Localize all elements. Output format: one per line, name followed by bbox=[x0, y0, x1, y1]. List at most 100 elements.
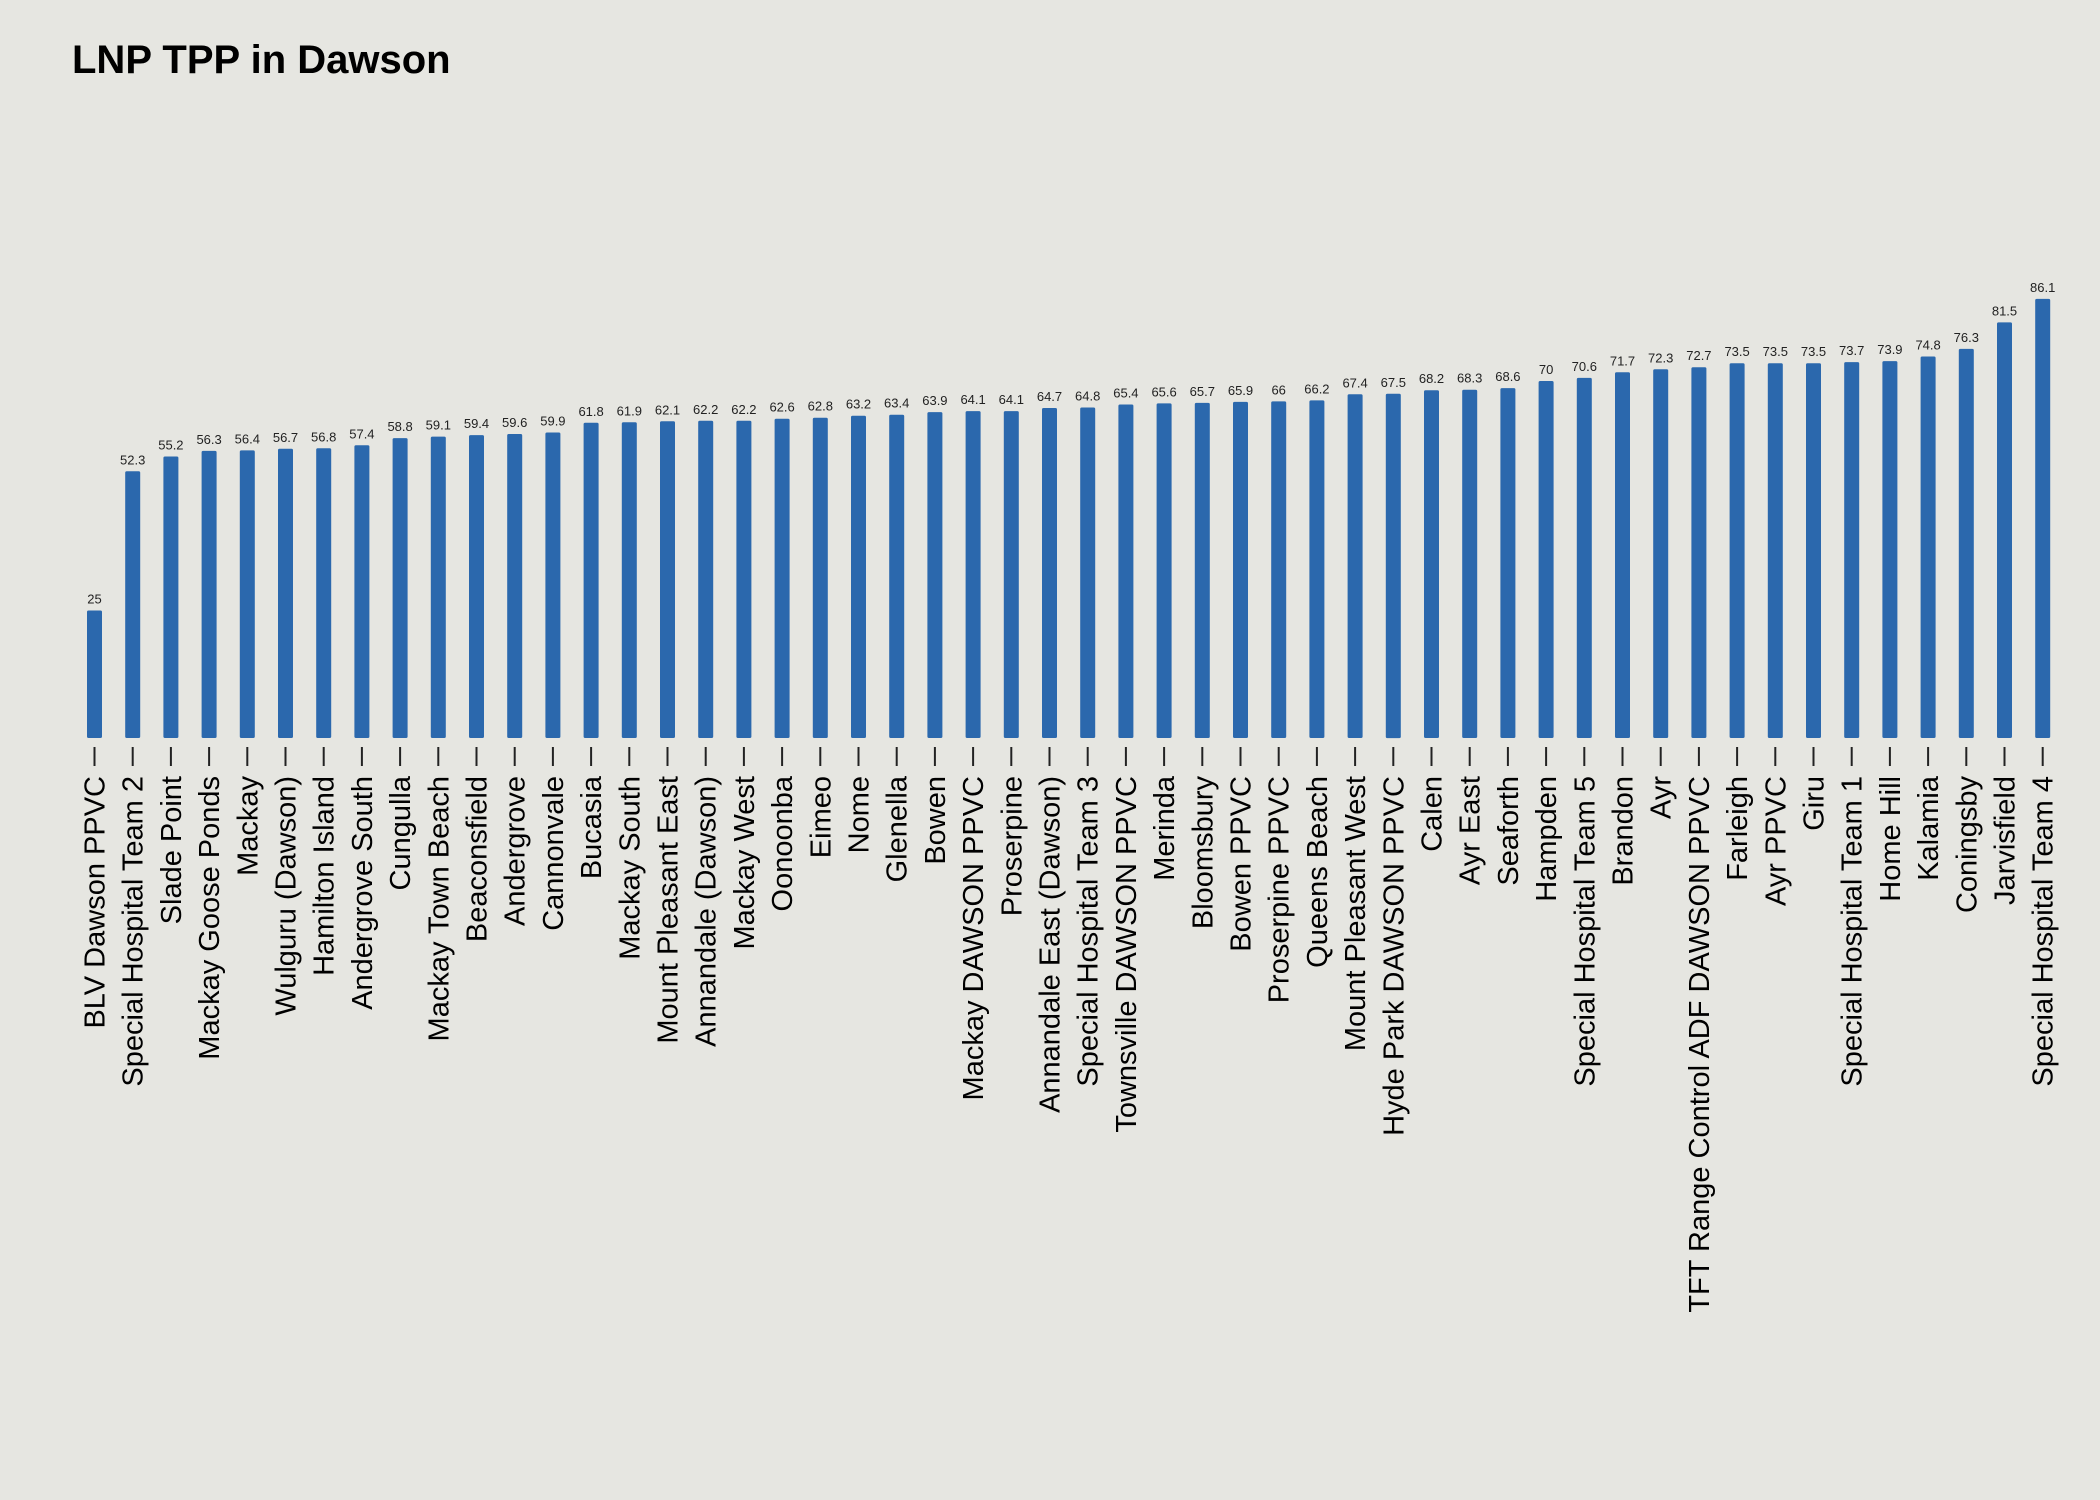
value-label: 64.7 bbox=[1037, 389, 1062, 404]
value-label: 68.3 bbox=[1457, 371, 1482, 386]
bar bbox=[1042, 408, 1057, 738]
value-label: 64.1 bbox=[960, 392, 985, 407]
value-label: 73.9 bbox=[1877, 342, 1902, 357]
value-label: 74.8 bbox=[1915, 338, 1940, 353]
value-label: 65.9 bbox=[1228, 383, 1253, 398]
value-label: 65.6 bbox=[1151, 384, 1176, 399]
tick-label: Special Hospital Team 5 bbox=[1569, 776, 1601, 1087]
tick-label: Mackay DAWSON PPVC bbox=[958, 776, 990, 1100]
bar bbox=[1844, 362, 1860, 738]
bar bbox=[163, 456, 179, 738]
tick-label: Ayr bbox=[1646, 776, 1678, 819]
value-label: 62.2 bbox=[693, 402, 718, 417]
bar bbox=[354, 445, 370, 738]
tick-label: Andergrove bbox=[500, 776, 532, 926]
bar bbox=[1385, 393, 1401, 739]
bar bbox=[1424, 390, 1439, 738]
tick-label: Proserpine bbox=[996, 776, 1028, 916]
value-label: 76.3 bbox=[1954, 330, 1979, 345]
value-label: 67.5 bbox=[1381, 375, 1406, 390]
bar bbox=[736, 420, 752, 738]
bar bbox=[660, 421, 675, 738]
value-label: 59.4 bbox=[464, 416, 489, 431]
value-label: 64.1 bbox=[999, 392, 1024, 407]
bar bbox=[1920, 356, 1936, 738]
value-label: 56.4 bbox=[235, 431, 260, 446]
bar bbox=[927, 412, 943, 738]
value-label: 70 bbox=[1539, 362, 1553, 377]
bar bbox=[430, 436, 446, 738]
tick-label: Seaforth bbox=[1493, 776, 1525, 886]
bar bbox=[1080, 407, 1096, 738]
value-label: 81.5 bbox=[1992, 303, 2017, 318]
bar bbox=[889, 414, 905, 738]
bar bbox=[316, 448, 332, 738]
value-label: 56.8 bbox=[311, 429, 336, 444]
tick-label: Annandale East (Dawson) bbox=[1035, 776, 1067, 1113]
value-label: 68.6 bbox=[1495, 369, 1520, 384]
value-label: 62.2 bbox=[731, 402, 756, 417]
tick-label: Nome bbox=[844, 776, 876, 853]
tick-label: Hyde Park DAWSON PPVC bbox=[1378, 776, 1410, 1136]
value-labels-layer: 25 52.3 55.2 56.3 56.4 56.7 56.8 57.4 58.8 59.1 59… bbox=[87, 280, 2055, 607]
chart-title: LNP TPP in Dawson bbox=[72, 38, 451, 82]
value-label: 56.3 bbox=[196, 432, 221, 447]
tick-label: Calen bbox=[1417, 776, 1449, 852]
tick-label: Glenella bbox=[882, 775, 914, 882]
tick-label: Townsville DAWSON PPVC bbox=[1111, 776, 1143, 1133]
tick-label: Jarvisfield bbox=[1990, 776, 2022, 905]
bar bbox=[1729, 363, 1745, 738]
tick-label: Farleigh bbox=[1722, 776, 1754, 881]
bar bbox=[1691, 367, 1707, 738]
bar bbox=[1462, 389, 1478, 738]
tick-label: Andergrove South bbox=[347, 776, 379, 1010]
bar bbox=[851, 415, 866, 738]
bar bbox=[1576, 377, 1592, 738]
tick-label: Special Hospital Team 2 bbox=[118, 776, 150, 1087]
tick-label: Wulguru (Dawson) bbox=[271, 776, 303, 1016]
value-label: 65.4 bbox=[1113, 386, 1138, 401]
value-label: 59.6 bbox=[502, 415, 527, 430]
bar bbox=[1806, 363, 1821, 738]
value-label: 62.1 bbox=[655, 402, 680, 417]
tick-label: Bucasia bbox=[576, 775, 608, 879]
tick-label: Ayr PPVC bbox=[1760, 776, 1792, 906]
tick-label: Mackay West bbox=[729, 776, 761, 950]
tick-label: Special Hospital Team 1 bbox=[1837, 776, 1869, 1087]
value-label: 73.7 bbox=[1839, 343, 1864, 358]
tick-label: Oonoonba bbox=[767, 775, 799, 911]
value-label: 57.4 bbox=[349, 426, 374, 441]
value-label: 64.8 bbox=[1075, 389, 1100, 404]
value-label: 86.1 bbox=[2030, 280, 2055, 295]
tick-label: Bowen bbox=[920, 776, 952, 865]
bar bbox=[125, 471, 141, 738]
value-label: 63.9 bbox=[922, 393, 947, 408]
bar bbox=[545, 432, 561, 738]
tick-label: Brandon bbox=[1608, 776, 1640, 886]
bar bbox=[621, 422, 637, 738]
value-label: 61.8 bbox=[578, 404, 603, 419]
value-label: 72.7 bbox=[1686, 348, 1711, 363]
tick-label: Kalamia bbox=[1913, 775, 1945, 881]
value-label: 55.2 bbox=[158, 438, 183, 453]
bar bbox=[698, 420, 714, 738]
tick-label: Mackay South bbox=[614, 776, 646, 960]
bar bbox=[1767, 363, 1783, 738]
value-label: 66 bbox=[1271, 382, 1285, 397]
tick-label: Queens Beach bbox=[1302, 776, 1334, 968]
bar bbox=[239, 450, 255, 738]
bar bbox=[1958, 348, 1974, 738]
bar bbox=[1118, 404, 1134, 738]
tick-label: Mount Pleasant West bbox=[1340, 776, 1372, 1051]
bar bbox=[1156, 403, 1172, 738]
value-label: 62.8 bbox=[808, 399, 833, 414]
value-label: 25 bbox=[87, 592, 101, 607]
bar bbox=[1500, 388, 1516, 738]
tick-label: Special Hospital Team 3 bbox=[1073, 776, 1105, 1087]
bar bbox=[774, 418, 790, 738]
bar bbox=[87, 610, 102, 738]
value-label: 73.5 bbox=[1801, 344, 1826, 359]
value-label: 63.4 bbox=[884, 396, 909, 411]
bar bbox=[1882, 361, 1898, 738]
